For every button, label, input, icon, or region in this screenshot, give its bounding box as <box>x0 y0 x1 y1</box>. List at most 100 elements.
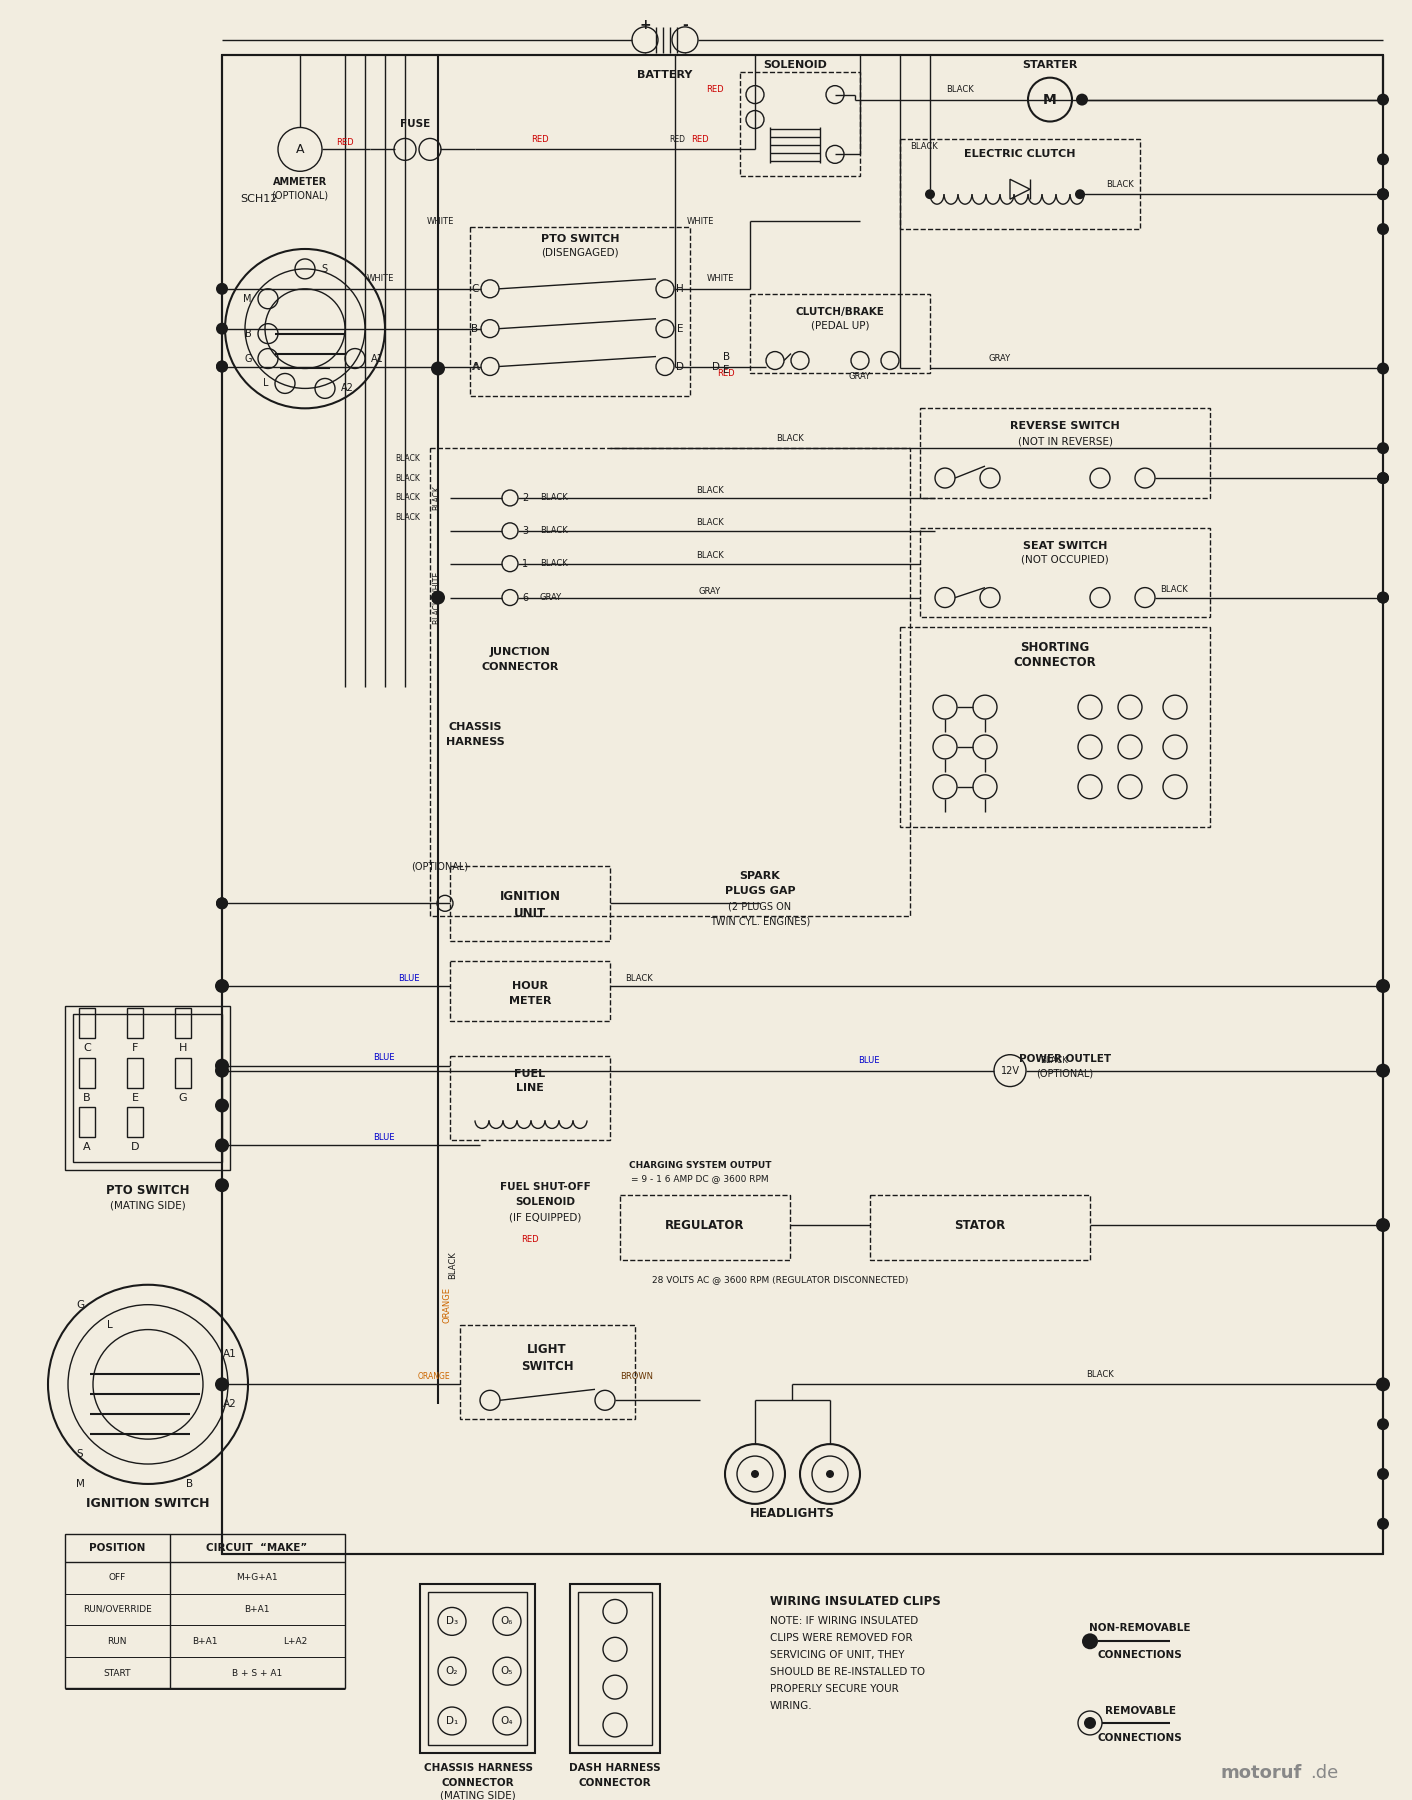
Text: BLACK: BLACK <box>626 974 652 983</box>
Bar <box>79 1008 95 1039</box>
Text: WHITE: WHITE <box>706 274 734 283</box>
Text: BLACK: BLACK <box>696 551 724 560</box>
Circle shape <box>215 1058 229 1073</box>
Text: O₆: O₆ <box>501 1616 513 1627</box>
Text: A1: A1 <box>223 1350 237 1359</box>
Text: +: + <box>640 18 651 32</box>
Circle shape <box>1377 592 1389 603</box>
Bar <box>450 1055 610 1141</box>
Bar <box>175 1008 191 1039</box>
Text: STATOR: STATOR <box>955 1219 1005 1231</box>
Text: BLACK: BLACK <box>395 513 419 522</box>
Text: (2 PLUGS ON: (2 PLUGS ON <box>729 902 792 911</box>
Circle shape <box>1075 189 1084 200</box>
Text: SHORTING: SHORTING <box>1021 641 1090 653</box>
Circle shape <box>1377 223 1389 236</box>
Circle shape <box>216 322 227 335</box>
Circle shape <box>216 1139 227 1152</box>
Text: E: E <box>723 365 730 376</box>
Text: CLUTCH/BRAKE: CLUTCH/BRAKE <box>795 306 884 317</box>
Bar <box>921 409 1210 499</box>
Text: (MATING SIDE): (MATING SIDE) <box>110 1201 186 1210</box>
Text: A: A <box>472 362 479 371</box>
Text: BLACK: BLACK <box>1106 180 1134 189</box>
Bar <box>570 1584 659 1753</box>
Text: 28 VOLTS AC @ 3600 RPM (REGULATOR DISCONNECTED): 28 VOLTS AC @ 3600 RPM (REGULATOR DISCON… <box>652 1274 908 1283</box>
Text: SERVICING OF UNIT, THEY: SERVICING OF UNIT, THEY <box>770 1651 905 1660</box>
Text: ELECTRIC CLUTCH: ELECTRIC CLUTCH <box>964 149 1076 160</box>
Text: WHITE: WHITE <box>686 216 713 225</box>
Text: 6: 6 <box>522 592 528 603</box>
Text: START: START <box>103 1669 131 1678</box>
Text: S: S <box>321 265 328 274</box>
Text: SOLENOID: SOLENOID <box>515 1197 575 1208</box>
Text: BLACK: BLACK <box>777 434 803 443</box>
Text: 2: 2 <box>522 493 528 502</box>
Text: (MATING SIDE): (MATING SIDE) <box>441 1791 515 1800</box>
Text: WIRING INSULATED CLIPS: WIRING INSULATED CLIPS <box>770 1595 940 1607</box>
Text: (IF EQUIPPED): (IF EQUIPPED) <box>508 1211 582 1222</box>
Circle shape <box>1377 472 1389 484</box>
Text: BLACK: BLACK <box>449 1251 457 1278</box>
Text: RED: RED <box>717 369 736 378</box>
Text: (NOT OCCUPIED): (NOT OCCUPIED) <box>1021 554 1108 565</box>
Bar <box>899 628 1210 826</box>
Circle shape <box>216 1064 227 1076</box>
Circle shape <box>216 979 227 992</box>
Text: D: D <box>712 362 720 371</box>
Text: BLACK WHITE: BLACK WHITE <box>432 572 442 623</box>
Circle shape <box>1377 362 1389 374</box>
Text: RED: RED <box>669 135 685 144</box>
Text: BLACK: BLACK <box>395 493 419 502</box>
Text: SCH12: SCH12 <box>240 194 277 203</box>
Text: (OPTIONAL): (OPTIONAL) <box>271 191 329 200</box>
Text: (NOT IN REVERSE): (NOT IN REVERSE) <box>1018 436 1113 446</box>
Text: -: - <box>682 18 688 32</box>
Text: F: F <box>131 1042 138 1053</box>
Circle shape <box>1377 592 1389 603</box>
Text: RED: RED <box>706 85 724 94</box>
Circle shape <box>215 979 229 994</box>
Text: 12V: 12V <box>1001 1066 1019 1076</box>
Text: BLACK: BLACK <box>1041 1057 1067 1066</box>
Circle shape <box>216 360 227 373</box>
Circle shape <box>1377 979 1389 992</box>
Text: IGNITION SWITCH: IGNITION SWITCH <box>86 1498 210 1510</box>
Text: REVERSE SWITCH: REVERSE SWITCH <box>1010 421 1120 432</box>
Circle shape <box>1082 1633 1099 1649</box>
Bar <box>79 1107 95 1138</box>
Circle shape <box>1377 1377 1389 1391</box>
Bar <box>222 54 1382 1553</box>
Text: FUEL SHUT-OFF: FUEL SHUT-OFF <box>500 1183 590 1192</box>
Text: BLACK: BLACK <box>696 518 724 527</box>
Text: CHARGING SYSTEM OUTPUT: CHARGING SYSTEM OUTPUT <box>628 1161 771 1170</box>
Text: A: A <box>295 142 304 157</box>
Text: M: M <box>243 293 251 304</box>
Text: RED: RED <box>692 135 709 144</box>
Circle shape <box>1377 1064 1389 1076</box>
Text: RED: RED <box>531 135 549 144</box>
Text: RUN: RUN <box>107 1636 127 1645</box>
Circle shape <box>216 283 227 295</box>
Text: B: B <box>472 324 479 333</box>
Text: REGULATOR: REGULATOR <box>665 1219 744 1231</box>
Text: ORANGE: ORANGE <box>442 1287 452 1323</box>
Text: C: C <box>472 284 479 293</box>
Text: AMMETER: AMMETER <box>273 176 328 187</box>
Text: BLACK: BLACK <box>539 493 568 502</box>
Text: FUEL: FUEL <box>514 1069 545 1078</box>
Text: A1: A1 <box>371 353 384 364</box>
Text: CHASSIS: CHASSIS <box>448 722 501 733</box>
Text: BLUE: BLUE <box>858 1057 880 1066</box>
Text: RUN/OVERRIDE: RUN/OVERRIDE <box>83 1606 151 1615</box>
Text: CIRCUIT  “MAKE”: CIRCUIT “MAKE” <box>206 1543 308 1553</box>
Text: PROPERLY SECURE YOUR: PROPERLY SECURE YOUR <box>770 1685 899 1694</box>
Text: SHOULD BE RE-INSTALLED TO: SHOULD BE RE-INSTALLED TO <box>770 1667 925 1678</box>
Text: PTO SWITCH: PTO SWITCH <box>541 234 620 245</box>
Text: WHITE: WHITE <box>366 274 394 283</box>
Bar <box>127 1058 143 1087</box>
Text: B: B <box>246 329 251 338</box>
Text: BLACK: BLACK <box>696 486 724 495</box>
Text: D: D <box>676 362 683 371</box>
Bar <box>870 1195 1090 1260</box>
